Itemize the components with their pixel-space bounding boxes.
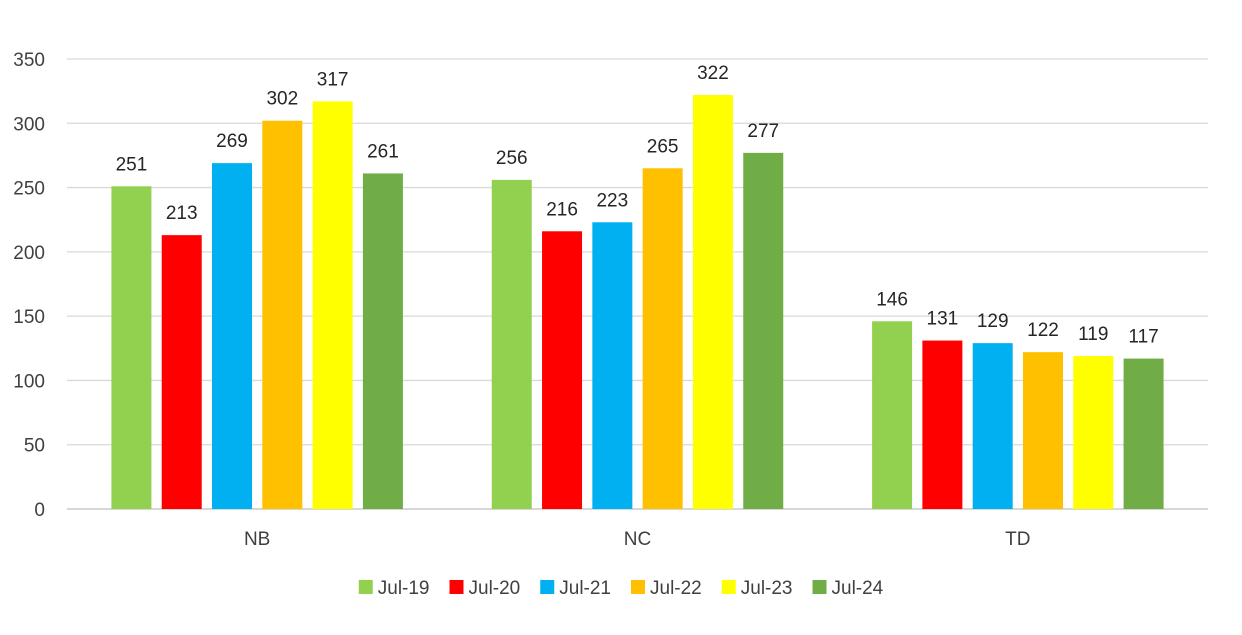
bar-nb-jul-22 — [262, 120, 303, 509]
bar-td-jul-22 — [1022, 352, 1063, 509]
bars: 251 213 269 302 317 261 256 216 223 265 322 277 146 1… — [111, 63, 1164, 510]
data-label: 302 — [266, 89, 298, 110]
bar-nb-jul-21 — [212, 163, 253, 509]
legend-item-jul-24: Jul-24 — [812, 578, 884, 599]
y-tick-label: 250 — [13, 179, 45, 200]
bar-nc-jul-22 — [642, 168, 683, 510]
y-tick-label: 300 — [13, 114, 45, 135]
y-tick-label: 200 — [13, 243, 45, 264]
y-tick-label: 50 — [24, 436, 45, 457]
data-label: 122 — [1027, 320, 1059, 341]
bar-td-jul-24 — [1123, 358, 1164, 509]
data-label: 119 — [1078, 324, 1108, 345]
data-label: 251 — [116, 154, 148, 175]
bar-nc-jul-24 — [743, 152, 784, 509]
legend-swatch — [540, 580, 555, 594]
bar-td-jul-21 — [972, 343, 1013, 509]
y-tick-label: 0 — [34, 500, 45, 521]
bar-nb-jul-24 — [362, 173, 403, 509]
data-label: 146 — [876, 289, 908, 310]
legend-swatch — [721, 580, 736, 594]
data-label: 129 — [977, 311, 1009, 332]
y-tick-label: 350 — [13, 50, 45, 71]
bar-nc-jul-21 — [592, 222, 633, 510]
legend-label: Jul-24 — [832, 578, 884, 599]
data-label: 269 — [216, 131, 248, 152]
legend-item-jul-23: Jul-23 — [721, 578, 793, 599]
data-label: 277 — [747, 121, 779, 142]
legend-swatch — [449, 580, 464, 594]
legend-item-jul-22: Jul-22 — [631, 578, 702, 599]
legend-item-jul-19: Jul-19 — [358, 578, 430, 599]
legend-label: Jul-23 — [741, 578, 793, 599]
data-label: 265 — [647, 136, 679, 157]
gridlines — [67, 58, 1208, 510]
bar-nb-jul-20 — [161, 235, 202, 509]
bar-nb-jul-23 — [312, 101, 353, 509]
data-label: 131 — [927, 309, 959, 330]
legend-label: Jul-21 — [559, 578, 611, 599]
data-label: 322 — [697, 63, 729, 84]
bar-td-jul-23 — [1073, 356, 1114, 509]
data-label: 317 — [317, 69, 349, 90]
data-label: 216 — [546, 199, 578, 220]
bar-nc-jul-19 — [491, 179, 532, 509]
x-tick-label: NC — [624, 529, 651, 550]
bar-nb-jul-19 — [111, 186, 152, 510]
data-label: 223 — [596, 190, 628, 211]
bar-td-jul-19 — [872, 321, 913, 509]
legend-swatch — [631, 580, 645, 594]
y-axis: 0 50 100 150 200 250 300 350 — [13, 50, 45, 521]
x-tick-label: TD — [1005, 529, 1030, 550]
y-tick-label: 100 — [13, 371, 45, 392]
data-label: 117 — [1128, 327, 1158, 348]
legend-swatch — [358, 580, 373, 594]
x-tick-label: NB — [244, 529, 270, 550]
data-label: 261 — [367, 141, 399, 162]
bar-nc-jul-20 — [542, 231, 583, 510]
legend-item-jul-21: Jul-21 — [540, 578, 611, 599]
legend-label: Jul-20 — [469, 578, 521, 599]
bar-td-jul-20 — [922, 340, 963, 509]
legend-label: Jul-19 — [378, 578, 430, 599]
legend-label: Jul-22 — [650, 578, 702, 599]
legend-item-jul-20: Jul-20 — [449, 578, 521, 599]
legend: Jul-19 Jul-20 Jul-21 Jul-22 Jul-23 Jul-24 — [358, 578, 884, 599]
y-tick-label: 150 — [13, 307, 45, 328]
x-axis: NB NC TD — [244, 529, 1031, 550]
data-label: 256 — [496, 148, 528, 169]
legend-swatch — [812, 580, 827, 594]
bar-nc-jul-23 — [692, 95, 733, 509]
data-label: 213 — [166, 203, 198, 224]
